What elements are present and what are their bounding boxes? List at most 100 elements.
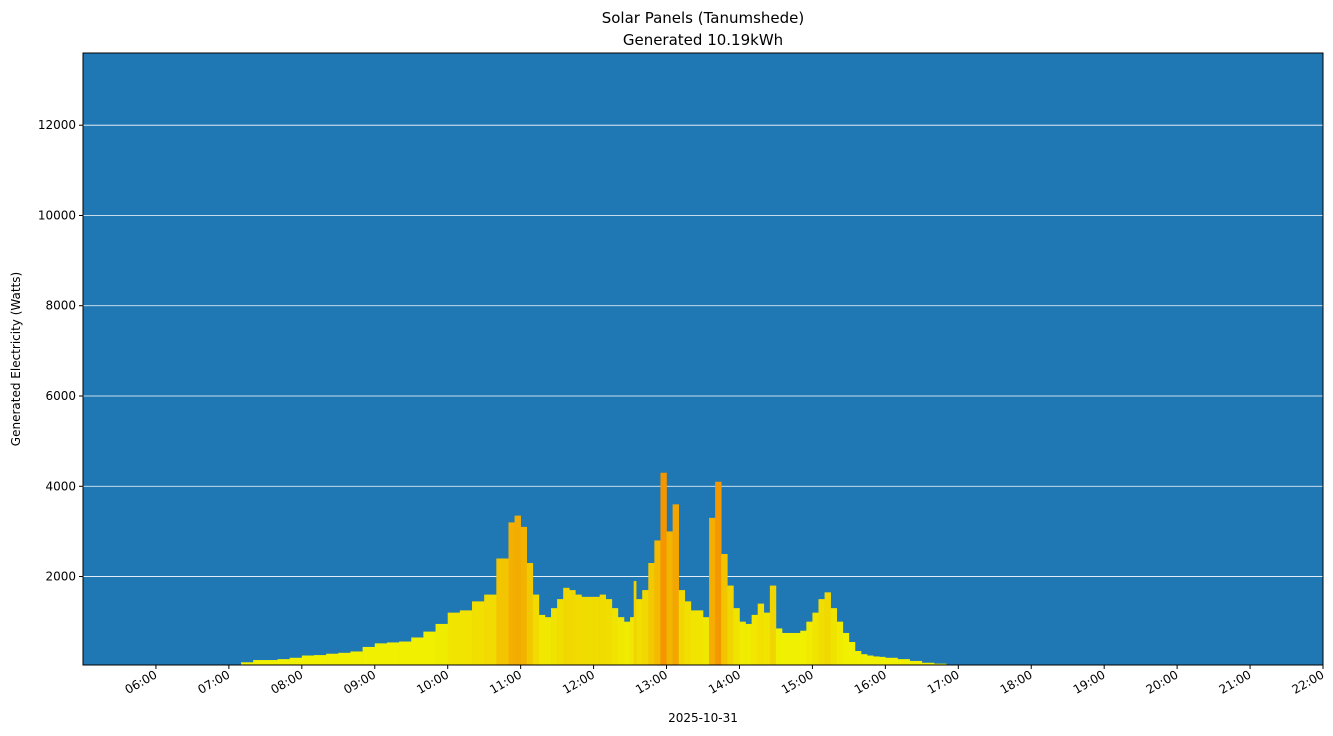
bar bbox=[879, 656, 886, 665]
x-tick-label: 18:00 bbox=[998, 667, 1035, 696]
x-tick-label: 15:00 bbox=[779, 667, 816, 696]
x-tick-label: 07:00 bbox=[195, 667, 232, 696]
bar bbox=[326, 653, 339, 665]
bar bbox=[520, 526, 528, 665]
bar bbox=[836, 621, 844, 665]
chart-subtitle: Generated 10.19kWh bbox=[623, 31, 783, 49]
bar bbox=[611, 608, 619, 665]
bar bbox=[648, 563, 655, 665]
bar bbox=[362, 646, 376, 665]
x-tick-label: 14:00 bbox=[706, 667, 743, 696]
bar bbox=[775, 628, 783, 665]
bar bbox=[459, 610, 473, 665]
bar bbox=[672, 504, 679, 665]
bar bbox=[593, 596, 600, 665]
x-tick-label: 06:00 bbox=[122, 667, 159, 696]
bar bbox=[313, 655, 327, 665]
bar bbox=[374, 643, 388, 665]
bar bbox=[721, 553, 728, 665]
bar bbox=[709, 517, 716, 665]
bar bbox=[751, 614, 759, 665]
bar bbox=[277, 659, 290, 665]
y-tick-label: 6000 bbox=[45, 389, 76, 403]
bar bbox=[745, 623, 752, 665]
x-tick-label: 11:00 bbox=[487, 667, 524, 696]
bar bbox=[241, 662, 254, 665]
bar bbox=[842, 632, 850, 665]
bar bbox=[873, 656, 880, 665]
bar bbox=[861, 654, 868, 665]
bar bbox=[782, 632, 789, 665]
bar bbox=[684, 601, 692, 665]
bar bbox=[630, 617, 635, 665]
bar bbox=[508, 522, 515, 665]
bar bbox=[897, 659, 910, 665]
bar bbox=[605, 599, 613, 665]
bar bbox=[769, 585, 777, 665]
bar bbox=[338, 652, 351, 665]
x-axis-label: 2025-10-31 bbox=[668, 711, 738, 725]
bar bbox=[812, 612, 819, 665]
bar bbox=[423, 631, 436, 665]
bar bbox=[763, 612, 771, 665]
y-tick-label: 2000 bbox=[45, 570, 76, 584]
bar bbox=[636, 599, 643, 665]
bar bbox=[696, 610, 704, 665]
bar bbox=[654, 540, 661, 665]
bar bbox=[642, 590, 649, 665]
bar bbox=[447, 612, 461, 665]
bar bbox=[253, 660, 266, 665]
bar bbox=[472, 601, 485, 665]
bar bbox=[399, 641, 412, 665]
bar bbox=[788, 632, 795, 665]
bar bbox=[514, 515, 521, 665]
bar bbox=[301, 655, 315, 665]
bar bbox=[739, 621, 746, 665]
x-tick-label: 10:00 bbox=[414, 667, 451, 696]
bar bbox=[563, 587, 570, 665]
y-tick-label: 10000 bbox=[38, 208, 76, 222]
bar bbox=[666, 531, 673, 665]
bar bbox=[806, 621, 813, 665]
bar bbox=[867, 655, 874, 665]
bar bbox=[289, 657, 303, 665]
bar bbox=[794, 632, 801, 665]
x-tick-label: 22:00 bbox=[1290, 667, 1327, 696]
x-tick-label: 19:00 bbox=[1071, 667, 1108, 696]
bar bbox=[727, 585, 734, 665]
bar bbox=[350, 651, 363, 665]
bar bbox=[526, 563, 534, 665]
bar bbox=[909, 660, 923, 665]
x-tick-label: 16:00 bbox=[852, 667, 889, 696]
y-tick-label: 12000 bbox=[38, 118, 76, 132]
x-tick-label: 13:00 bbox=[633, 667, 670, 696]
bar bbox=[551, 608, 558, 665]
bar bbox=[569, 590, 576, 665]
bar bbox=[599, 594, 607, 665]
x-tick-label: 20:00 bbox=[1144, 667, 1181, 696]
bar bbox=[538, 614, 546, 665]
bar bbox=[678, 590, 686, 665]
bar bbox=[386, 642, 400, 665]
y-axis-label: Generated Electricity (Watts) bbox=[9, 272, 23, 446]
bar bbox=[496, 558, 509, 665]
bar bbox=[617, 617, 625, 665]
bar bbox=[660, 472, 667, 665]
bar bbox=[411, 637, 424, 665]
bar bbox=[854, 651, 862, 665]
bar bbox=[575, 594, 582, 665]
bar bbox=[532, 594, 540, 665]
bar bbox=[885, 657, 898, 665]
bar bbox=[921, 662, 935, 665]
bar bbox=[824, 592, 831, 665]
bar bbox=[690, 610, 698, 665]
chart-title: Solar Panels (Tanumshede) bbox=[602, 9, 805, 27]
bar bbox=[265, 660, 278, 665]
bar bbox=[715, 481, 722, 665]
x-tick-label: 17:00 bbox=[925, 667, 962, 696]
x-tick-label: 08:00 bbox=[268, 667, 305, 696]
bar bbox=[818, 599, 825, 665]
bar bbox=[703, 617, 710, 665]
plot-area bbox=[83, 53, 1323, 665]
